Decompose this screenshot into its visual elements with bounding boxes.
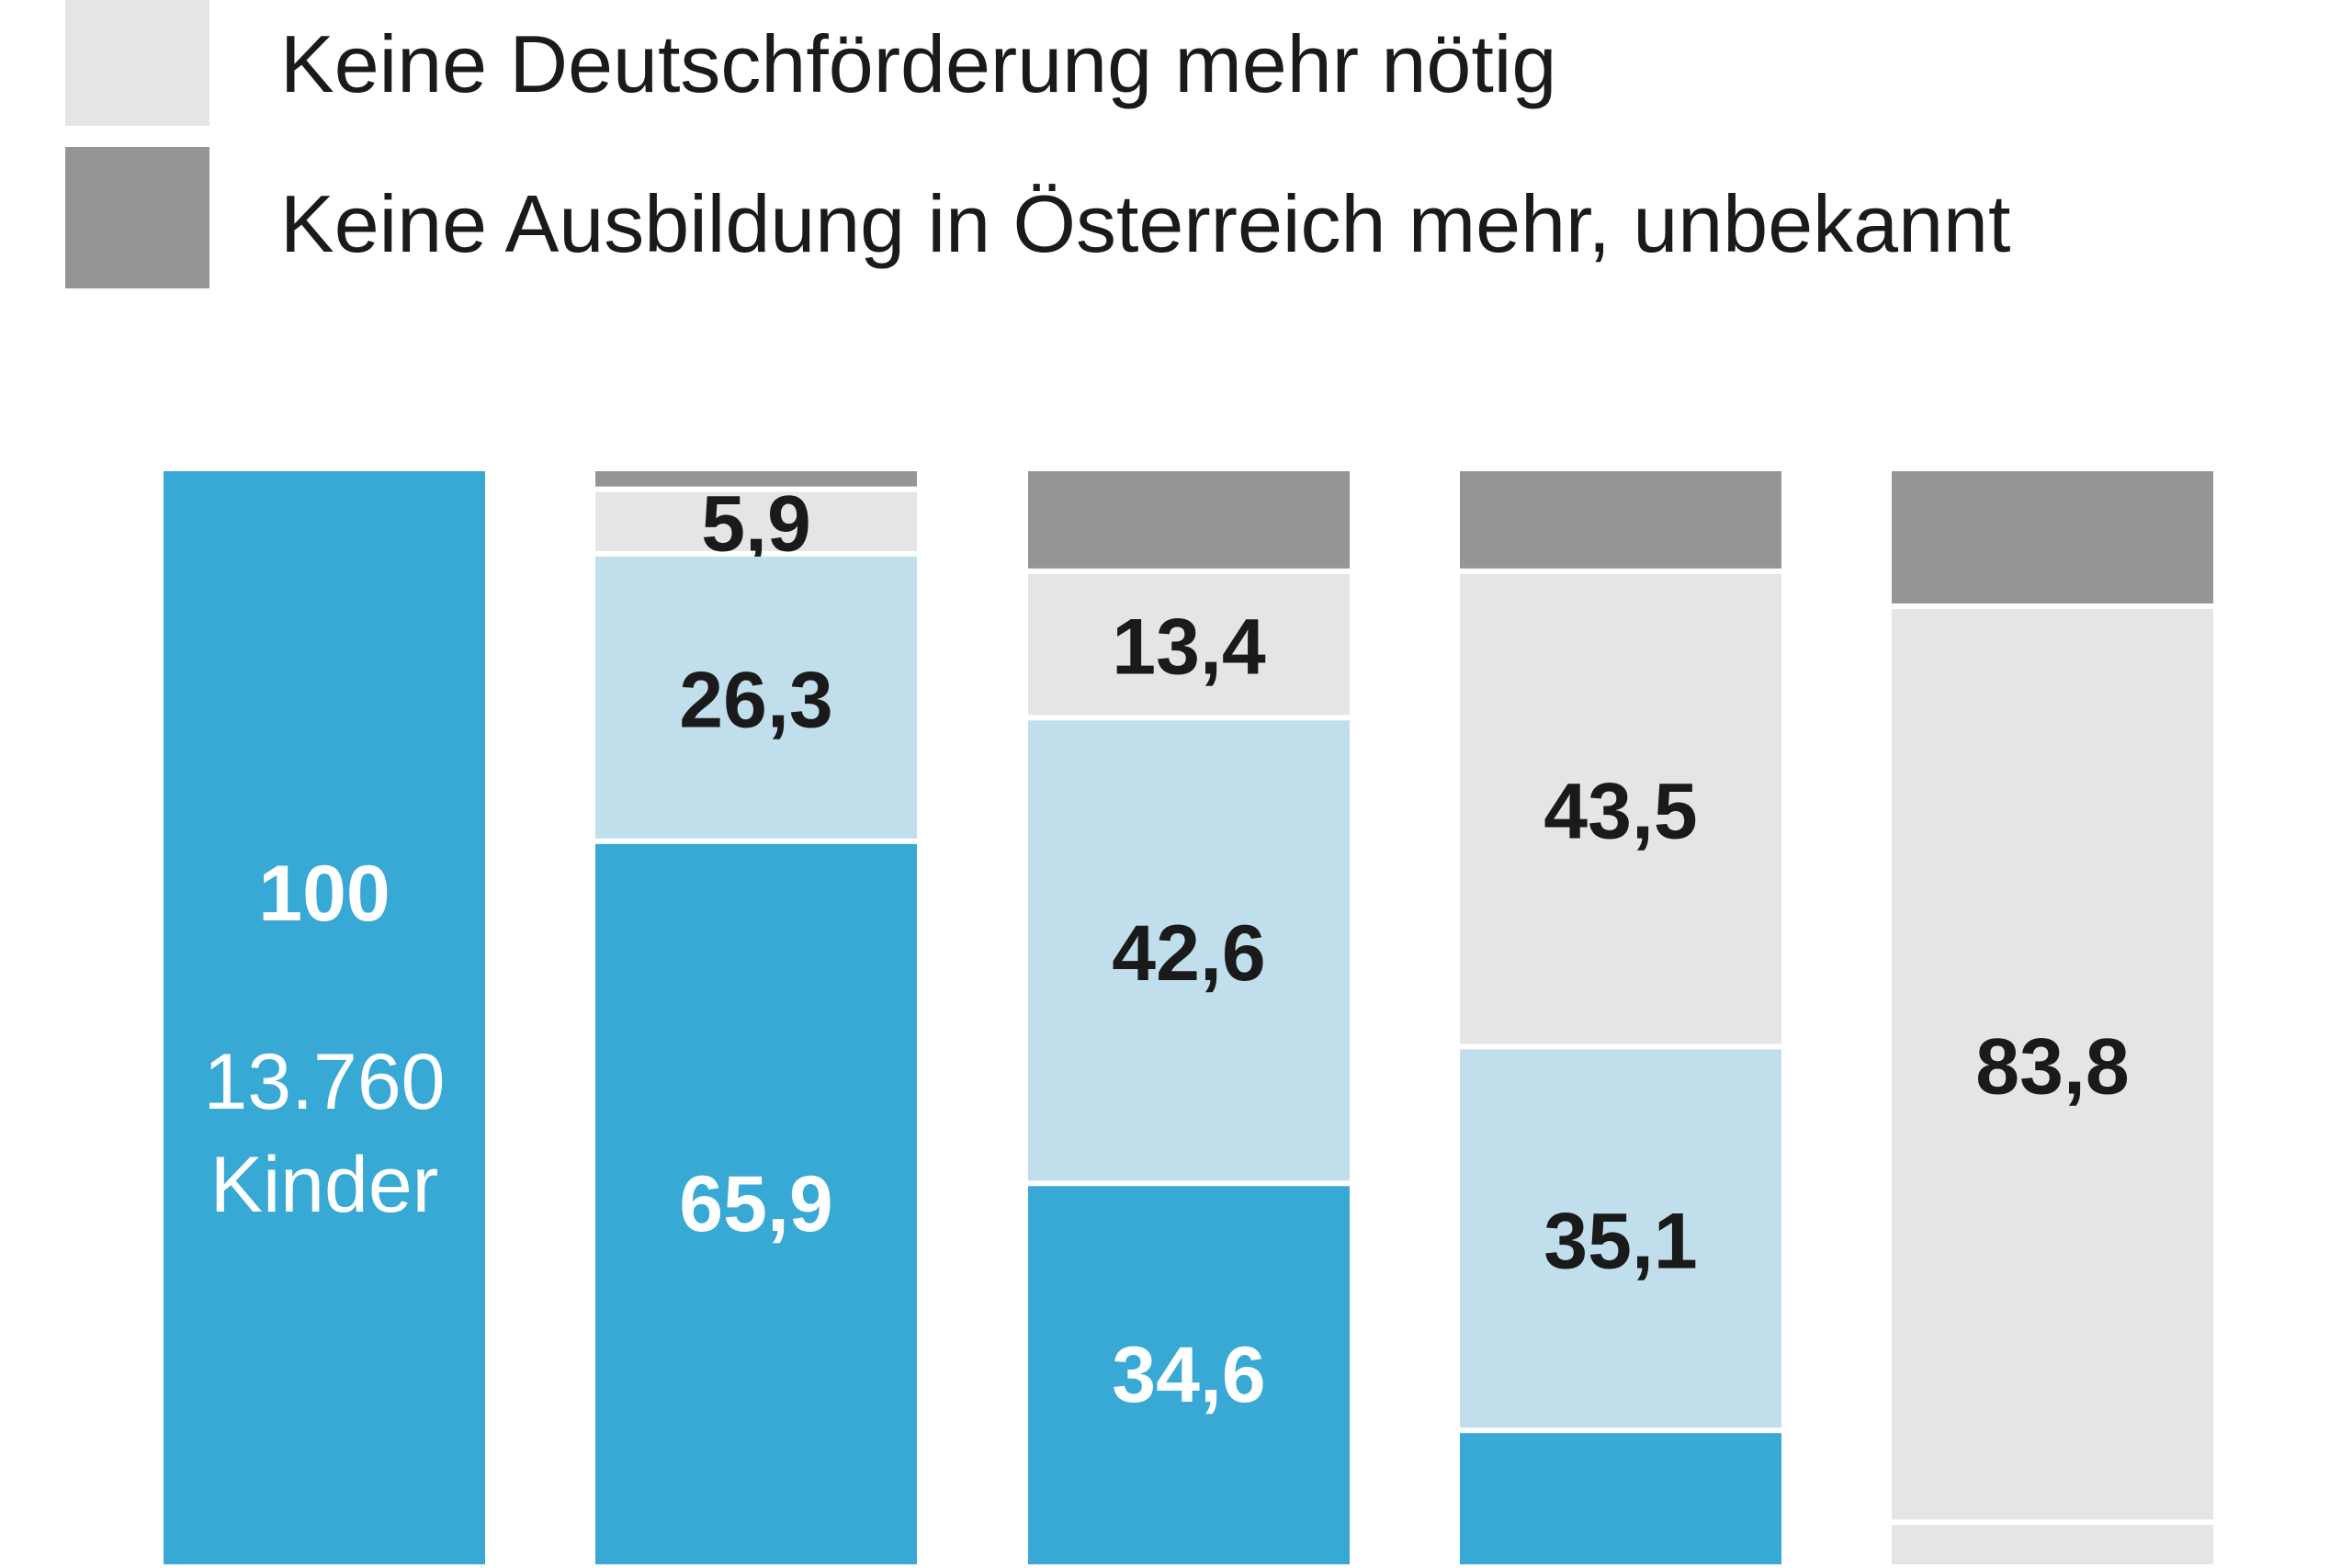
bar-segment xyxy=(164,471,485,1564)
data-label: 13,4 xyxy=(1112,604,1266,692)
bar-segment xyxy=(595,491,917,551)
data-label: 65,9 xyxy=(679,1160,832,1248)
bar-segment xyxy=(1892,1525,2213,1564)
bar-2: 5,9 26,3 65,9 xyxy=(595,471,917,1564)
legend-swatch-dark-grey xyxy=(65,147,209,288)
legend-label-no-support-needed: Keine Deutschförderung mehr nötig xyxy=(280,18,1556,109)
data-label: 42,6 xyxy=(1112,909,1265,998)
legend-label-no-training-unknown: Keine Ausbildung in Österreich mehr, unb… xyxy=(280,178,2010,269)
bar-1: 100 13.760 Kinder xyxy=(164,471,485,1564)
bar-note: Kinder xyxy=(210,1141,439,1229)
bar-4: 43,5 35,1 xyxy=(1460,471,1781,1564)
data-label: 83,8 xyxy=(1975,1023,2129,1111)
bar-segment xyxy=(595,843,917,1564)
legend: Keine Deutschförderung mehr nötig Keine … xyxy=(65,0,2010,288)
bar-note: 13.760 xyxy=(203,1038,445,1126)
bar-segment xyxy=(1892,471,2213,604)
bar-segment xyxy=(595,556,917,839)
bar-segment xyxy=(1028,471,1350,569)
bar-segment xyxy=(1892,608,2213,1520)
bar-segment xyxy=(595,471,917,487)
data-label: 26,3 xyxy=(679,656,832,744)
data-label: 5,9 xyxy=(701,480,811,569)
bar-segment xyxy=(1028,1186,1350,1564)
data-label: 34,6 xyxy=(1112,1331,1265,1419)
bar-segment xyxy=(1460,573,1781,1044)
bar-5: 83,8 xyxy=(1892,471,2213,1564)
data-label: 43,5 xyxy=(1544,768,1697,856)
data-label: 35,1 xyxy=(1544,1197,1697,1285)
bar-3: 13,4 42,6 34,6 xyxy=(1028,471,1350,1564)
bar-segment xyxy=(1460,471,1781,569)
bar-segment xyxy=(1460,1433,1781,1564)
bar-segment xyxy=(1460,1049,1781,1428)
bar-segment xyxy=(1028,720,1350,1181)
bar-segment xyxy=(1028,573,1350,716)
legend-swatch-light-grey xyxy=(65,0,209,126)
data-label: 100 xyxy=(258,850,390,938)
bars: 100 13.760 Kinder 5,9 26,3 65,9 13,4 42,6 34,6 43… xyxy=(164,471,2213,1564)
